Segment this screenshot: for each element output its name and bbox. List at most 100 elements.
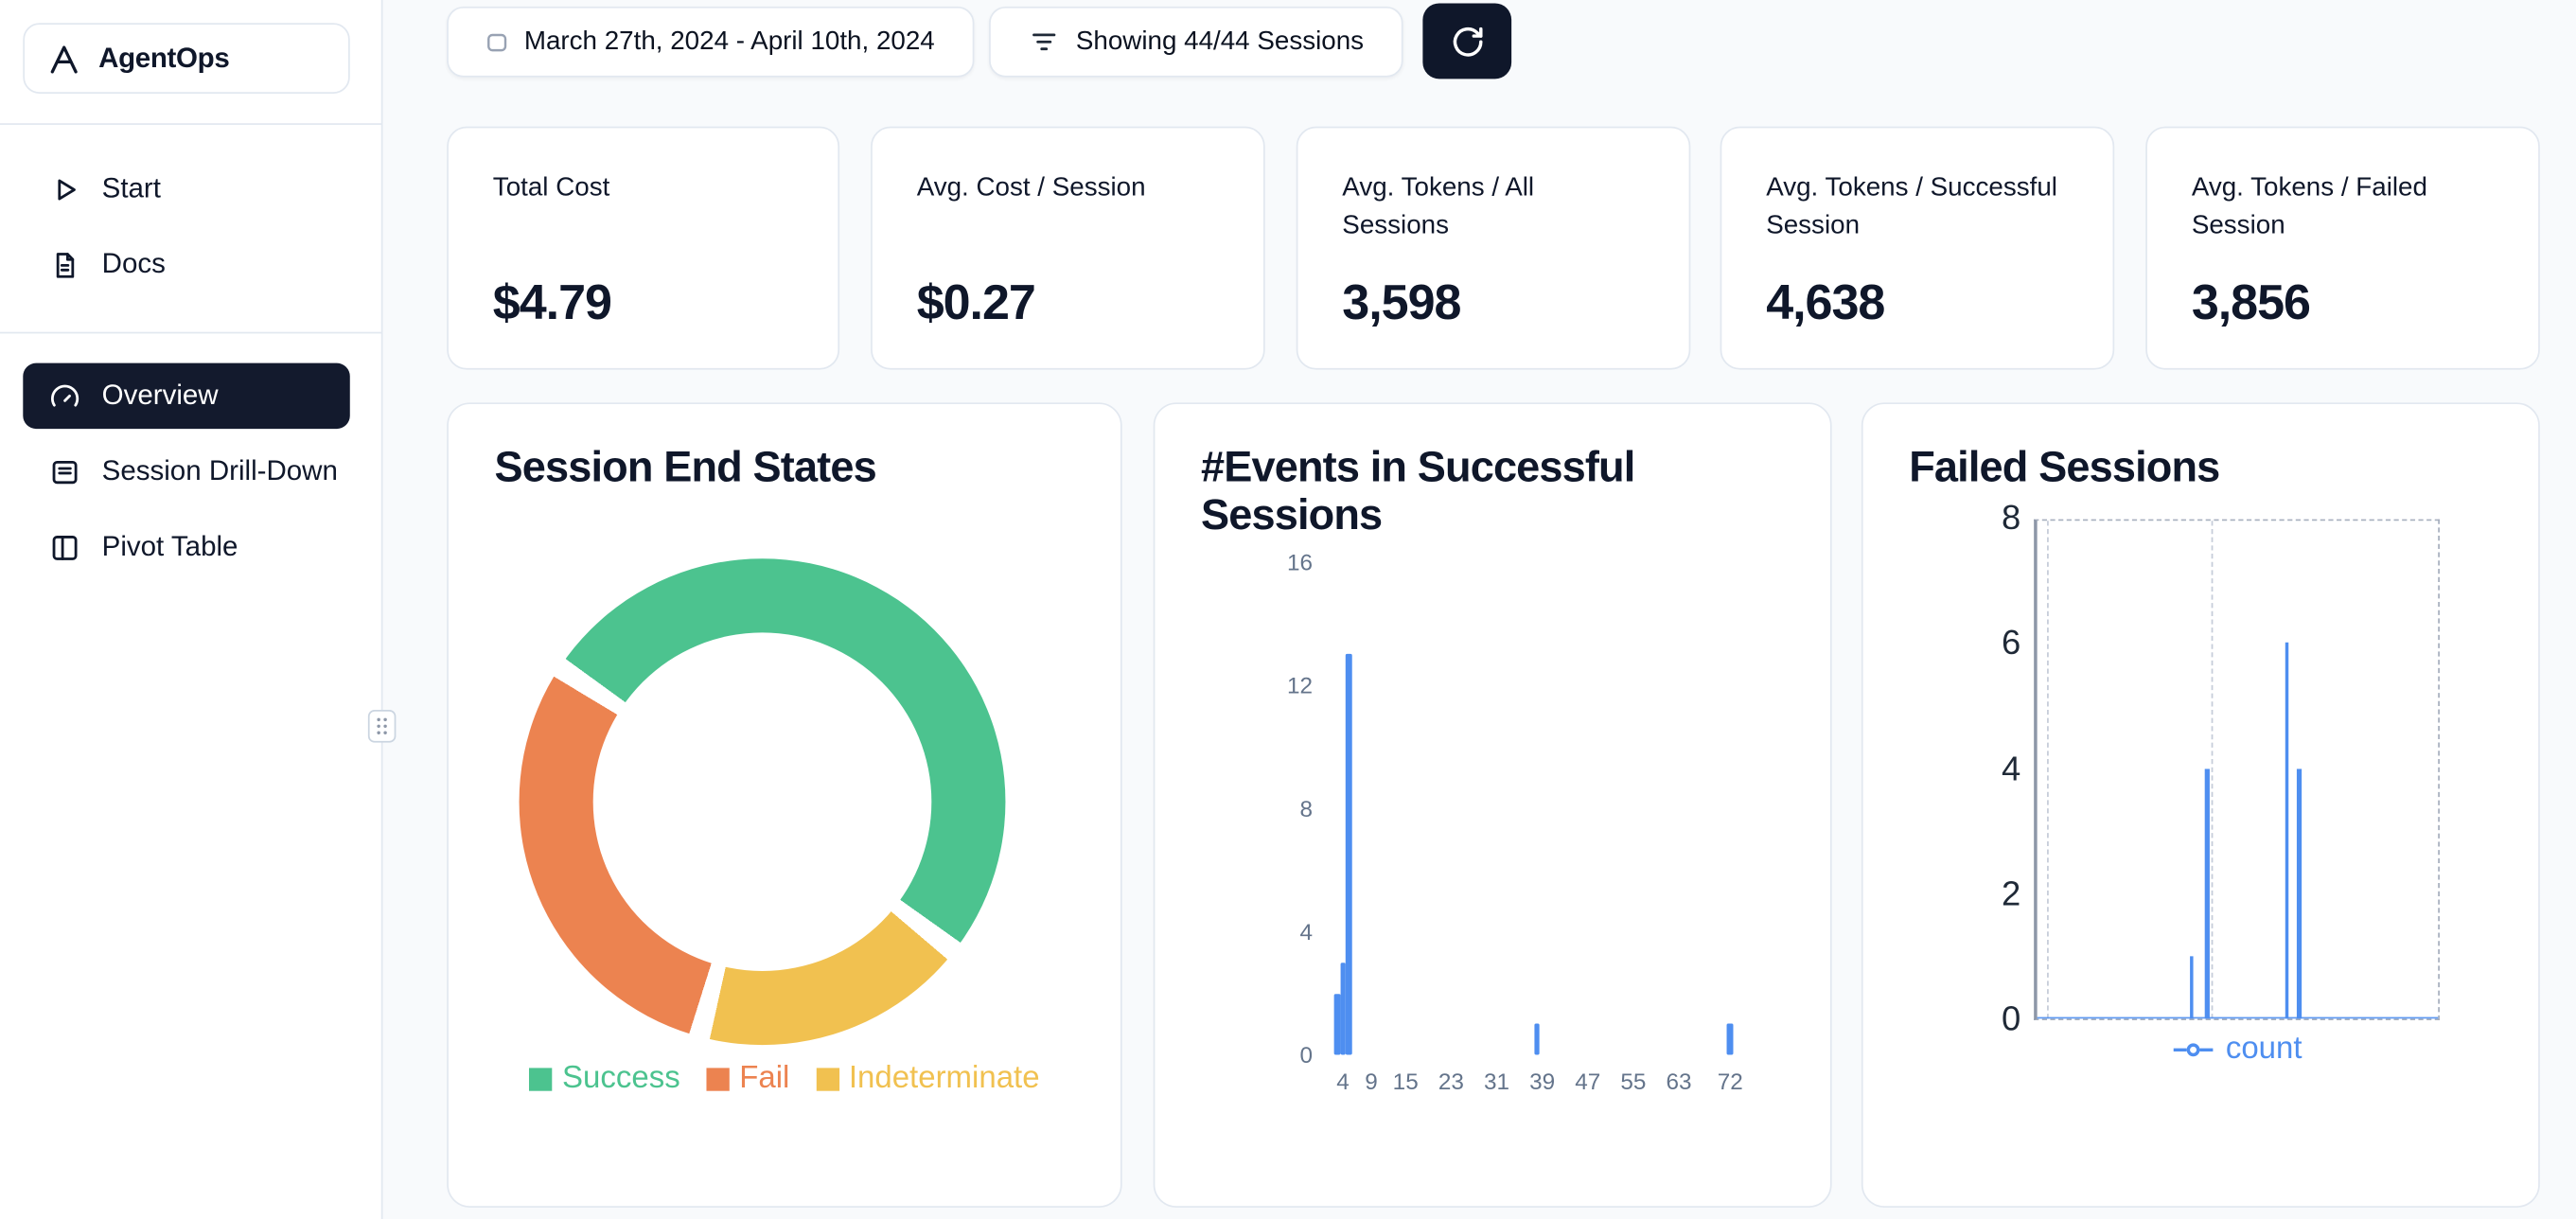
play-icon [49,173,80,204]
x-tick-label: 23 [1438,1068,1464,1095]
zero-baseline [2037,1016,2439,1019]
y-tick-label: 6 [2001,625,2021,663]
stat-label: Avg. Tokens / All Sessions [1342,174,1535,240]
stat-label: Avg. Tokens / Successful Session [1766,174,2057,240]
line-series-marker-icon [2173,1043,2213,1057]
sidebar-item-session-drill-down[interactable]: Session Drill-Down [23,439,349,504]
x-tick-label: 47 [1575,1068,1601,1095]
sessions-filter-button[interactable]: Showing 44/44 Sessions [989,6,1403,78]
stat-card-avg-cost-session: Avg. Cost / Session $0.27 [871,126,1265,370]
events-y-axis: 0 4 8 12 16 [1250,549,1314,1069]
legend-swatch [706,1068,730,1091]
failed-sessions-card: Failed Sessions 0 2 4 6 8 count [1861,402,2540,1208]
legend-swatch [816,1068,839,1091]
sidebar-item-pivot-table[interactable]: Pivot Table [23,514,349,579]
events-histogram: 0 4 8 12 16 4 9 15 23 31 39 47 55 63 72 [1287,549,1753,1094]
sidebar-item-label: Docs [101,248,166,280]
list-card-icon [49,456,80,487]
calendar-icon [486,31,508,53]
x-tick-label: 9 [1365,1068,1378,1095]
y-tick-label: 4 [1299,918,1314,945]
date-range-label: March 27th, 2024 - April 10th, 2024 [523,26,935,56]
stat-value: 3,856 [2191,275,2311,330]
legend-swatch [529,1068,553,1091]
chart-title: #Events in Successful Sessions [1201,441,1635,539]
dashed-gridline [2212,521,2214,1019]
histogram-bar [1339,962,1347,1055]
legend-item-success[interactable]: Success [529,1061,680,1097]
stat-label: Avg. Tokens / Failed Session [2191,174,2427,240]
sessions-filter-label: Showing 44/44 Sessions [1075,26,1365,56]
x-tick-label: 55 [1620,1068,1647,1095]
sidebar-item-label: Pivot Table [101,530,238,562]
y-tick-label: 4 [2001,750,2021,788]
line-spike [2297,768,2302,1019]
sidebar-item-label: Start [101,172,161,204]
y-tick-label: 2 [2001,874,2021,913]
line-spike [2205,768,2210,1019]
legend-label: count [2225,1032,2303,1067]
y-tick-label: 0 [2001,1000,2021,1039]
line-spike [2189,956,2194,1019]
failed-sessions-y-axis: 0 2 4 6 8 [1965,500,2021,1038]
chart-title: Failed Sessions [1909,441,2220,492]
sidebar-item-label: Overview [101,380,219,411]
x-tick-label: 39 [1529,1068,1556,1095]
y-tick-label: 0 [1299,1041,1314,1069]
legend-label: Success [562,1061,680,1096]
stat-label: Total Cost [492,174,610,203]
stat-card-avg-tokens-all: Avg. Tokens / All Sessions 3,598 [1296,126,1691,370]
sidebar-item-docs[interactable]: Docs [23,232,349,297]
line-chart-legend[interactable]: count [2034,1032,2440,1068]
grip-dots-icon [377,717,387,734]
stat-value: $0.27 [916,275,1036,330]
refresh-icon [1450,24,1484,58]
legend-label: Fail [739,1061,790,1096]
app-title: AgentOps [98,42,230,74]
x-tick-label: 15 [1392,1068,1419,1095]
line-spike [2285,643,2289,1019]
agentops-logo-icon [46,41,82,77]
document-icon [49,249,80,280]
y-tick-label: 8 [2001,499,2021,538]
failed-sessions-plot-area [2034,519,2440,1021]
x-tick-label: 72 [1717,1068,1743,1095]
refresh-button[interactable] [1422,3,1512,80]
histogram-bar [1727,1023,1734,1055]
filter-icon [1029,26,1060,58]
donut-chart [519,558,1006,1046]
y-tick-label: 12 [1287,672,1314,698]
sidebar: AgentOps Start Docs Overview [0,0,383,1219]
events-x-axis: 4 9 15 23 31 39 47 55 63 72 [1326,1055,1753,1098]
stat-value: 4,638 [1766,275,1885,330]
sidebar-item-start[interactable]: Start [23,156,349,221]
legend-item-fail[interactable]: Fail [706,1061,789,1097]
stat-card-avg-tokens-successful: Avg. Tokens / Successful Session 4,638 [1720,126,2115,370]
table-panel-icon [49,532,80,563]
x-tick-label: 4 [1336,1068,1350,1095]
session-end-states-card: Session End States Success Fail Indeterm… [447,402,1122,1208]
histogram-bar [1333,993,1341,1055]
agentops-logo[interactable]: AgentOps [23,23,350,94]
stat-card-avg-tokens-failed: Avg. Tokens / Failed Session 3,856 [2145,126,2540,370]
events-in-successful-sessions-card: #Events in Successful Sessions 0 4 8 12 16 4… [1153,402,1832,1208]
y-tick-label: 8 [1299,795,1314,822]
legend-label: Indeterminate [848,1061,1040,1096]
sidebar-resize-handle[interactable] [367,709,397,743]
stat-label: Avg. Cost / Session [916,174,1146,203]
x-tick-label: 63 [1666,1068,1692,1095]
stat-value: 3,598 [1342,275,1461,330]
gauge-icon [49,380,80,412]
legend-item-indeterminate[interactable]: Indeterminate [816,1061,1040,1097]
sidebar-item-label: Session Drill-Down [101,454,338,486]
sidebar-divider [0,123,383,125]
date-range-button[interactable]: March 27th, 2024 - April 10th, 2024 [447,6,975,78]
stat-card-total-cost: Total Cost $4.79 [447,126,840,370]
sidebar-divider [0,331,383,334]
events-plot-area [1326,562,1753,1055]
y-tick-label: 16 [1287,548,1314,575]
x-tick-label: 31 [1483,1068,1510,1095]
histogram-bar [1533,1023,1540,1055]
sidebar-item-overview[interactable]: Overview [23,362,350,430]
